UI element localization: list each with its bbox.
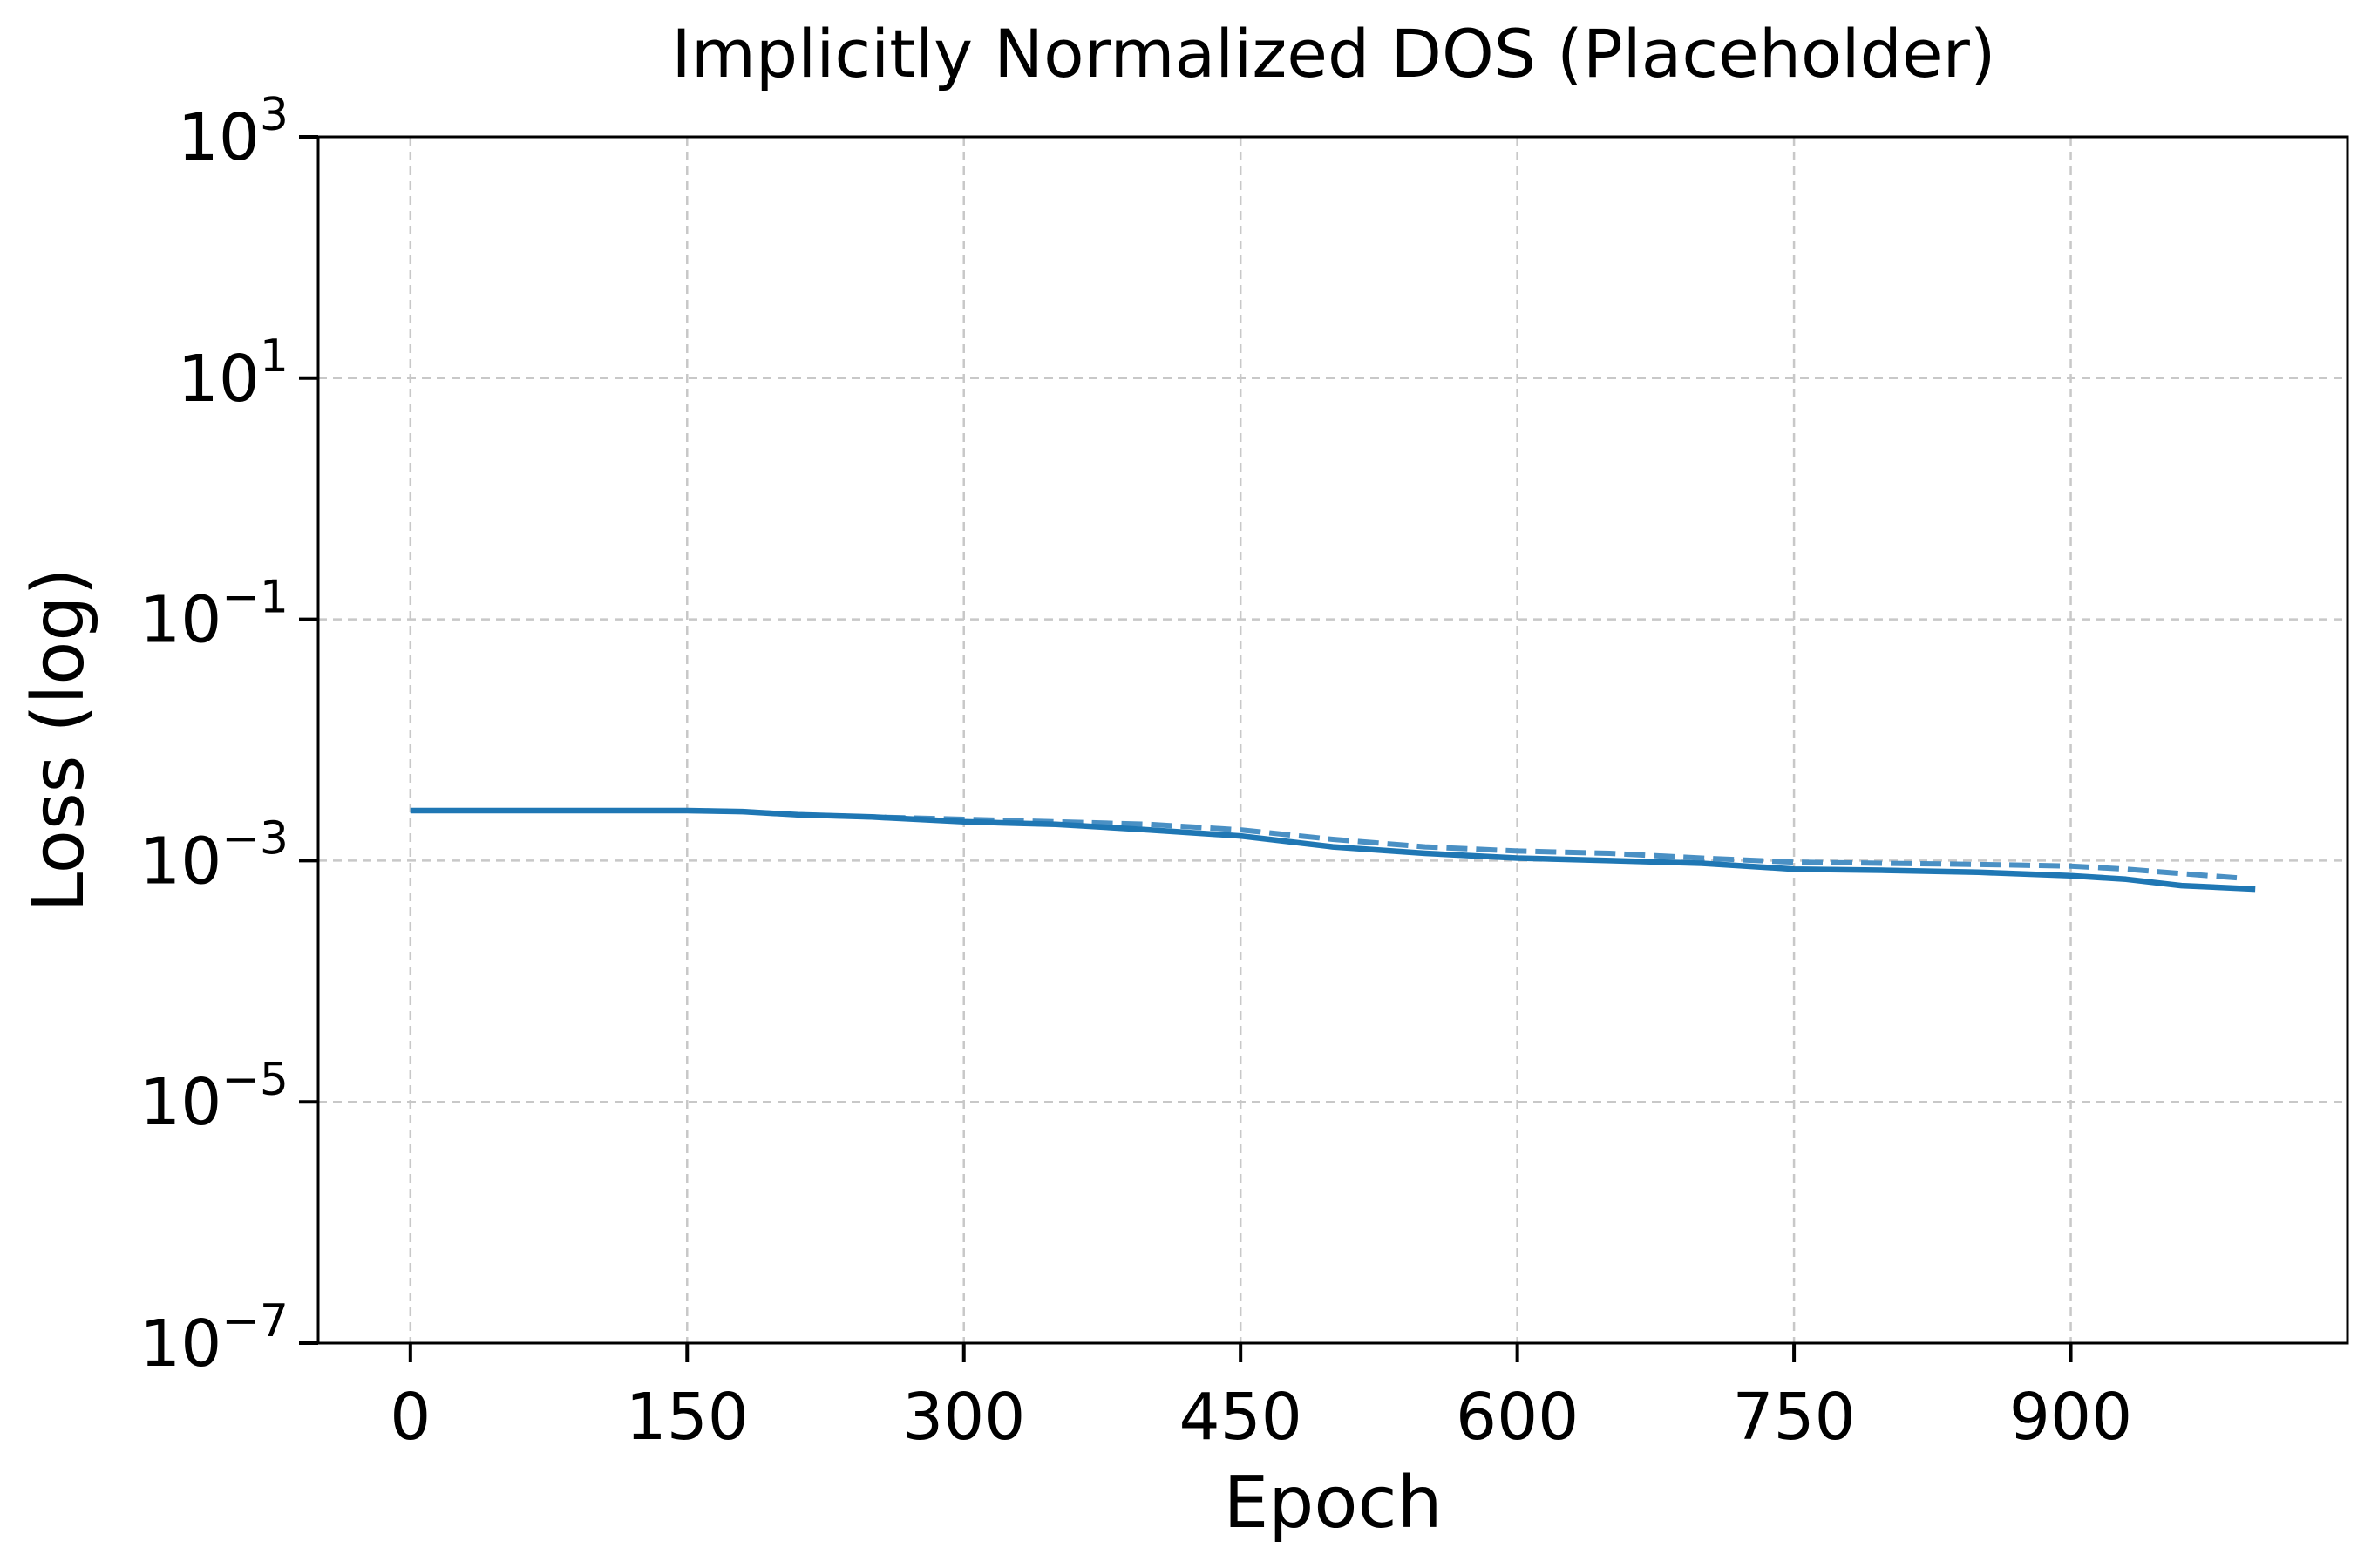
solid-loss-line <box>410 807 2256 893</box>
y-tick-base: 10 <box>178 342 260 417</box>
y-tick-exponent: 1 <box>260 330 289 383</box>
y-axis-label: Loss (log) <box>17 568 100 913</box>
y-tick-base: 10 <box>139 1307 221 1381</box>
y-tick-exponent: −5 <box>221 1054 289 1106</box>
x-tick-label: 300 <box>902 1380 1025 1455</box>
y-tick-label: 103 <box>178 89 289 175</box>
x-tick-label: 600 <box>1456 1380 1579 1455</box>
y-tick-exponent: −1 <box>221 572 289 624</box>
x-tick-label: 0 <box>390 1380 431 1455</box>
y-tick-exponent: −7 <box>221 1295 289 1347</box>
y-tick-label: 10−3 <box>139 812 289 899</box>
y-tick-label: 10−5 <box>139 1054 289 1140</box>
y-tick-exponent: 3 <box>260 89 289 141</box>
x-tick-label: 900 <box>2009 1380 2132 1455</box>
x-axis-label: Epoch <box>1223 1462 1442 1544</box>
y-tick-base: 10 <box>139 583 221 658</box>
plot-frame <box>316 135 2349 1345</box>
y-tick-label: 10−1 <box>139 572 289 658</box>
y-tick-label: 10−7 <box>139 1295 289 1381</box>
y-tick-base: 10 <box>139 824 221 899</box>
x-tick-label: 750 <box>1732 1380 1855 1455</box>
y-tick-base: 10 <box>178 100 260 175</box>
x-axis-ticks: 0 150 300 450 600 750 900 <box>390 1343 2132 1455</box>
x-tick-label: 450 <box>1179 1380 1302 1455</box>
series-lines <box>410 807 2256 893</box>
y-tick-base: 10 <box>139 1065 221 1140</box>
x-tick-label: 150 <box>626 1380 749 1455</box>
y-tick-exponent: −3 <box>221 812 289 865</box>
grid-lines <box>318 135 2347 1345</box>
y-tick-label: 101 <box>178 330 289 417</box>
chart-title: Implicitly Normalized DOS (Placeholder) <box>671 15 1995 92</box>
